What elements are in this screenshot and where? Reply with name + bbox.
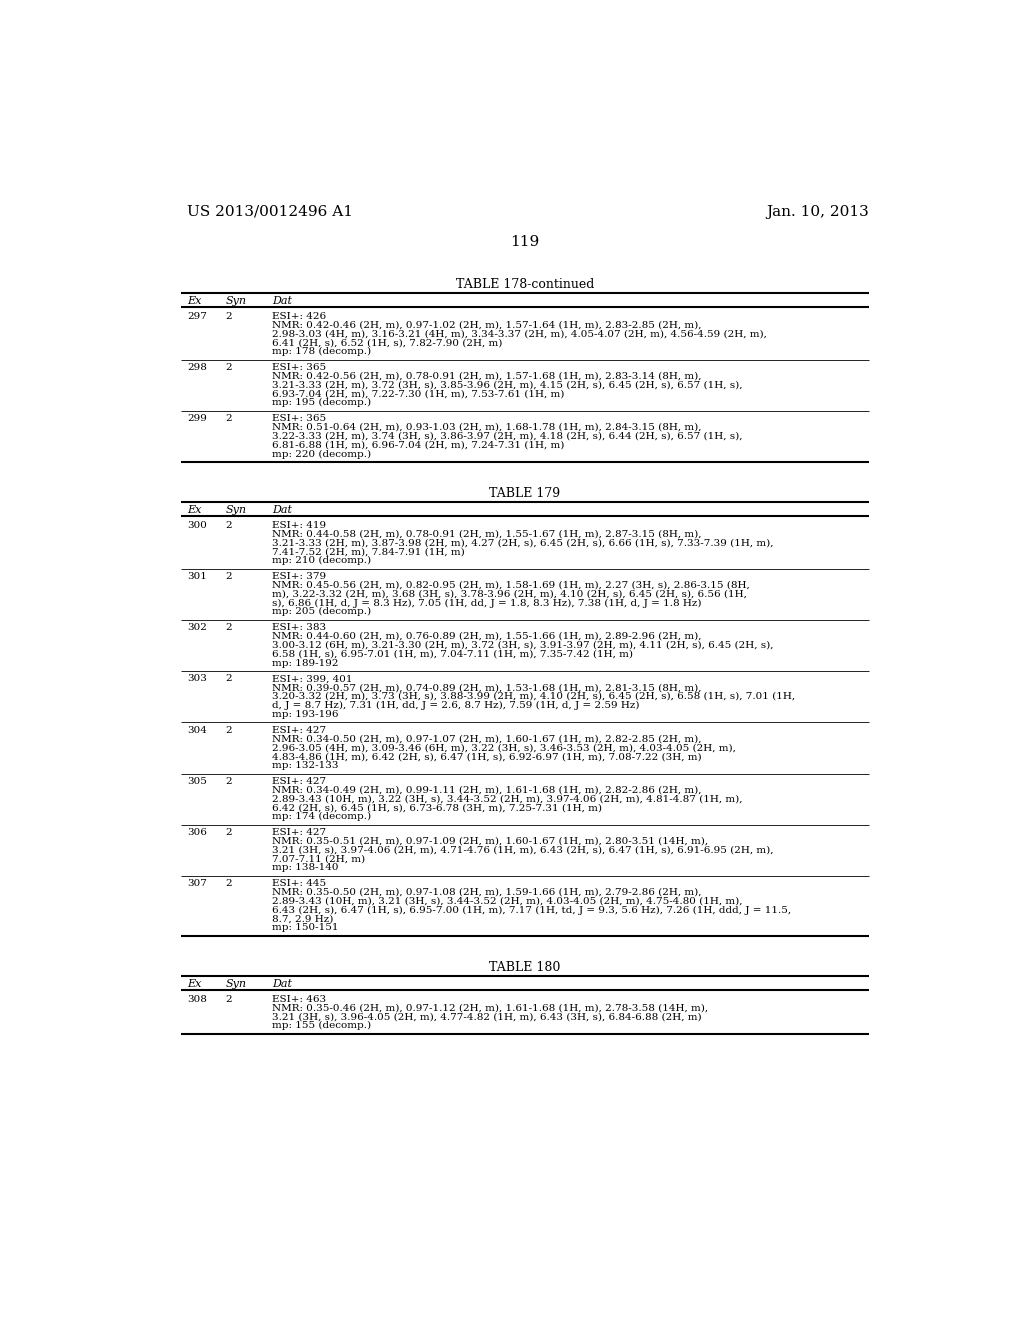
Text: s), 6.86 (1H, d, J = 8.3 Hz), 7.05 (1H, dd, J = 1.8, 8.3 Hz), 7.38 (1H, d, J = 1: s), 6.86 (1H, d, J = 8.3 Hz), 7.05 (1H, …	[272, 598, 701, 607]
Text: ESI+: 427: ESI+: 427	[272, 776, 327, 785]
Text: ESI+: 463: ESI+: 463	[272, 995, 327, 1003]
Text: NMR: 0.35-0.50 (2H, m), 0.97-1.08 (2H, m), 1.59-1.66 (1H, m), 2.79-2.86 (2H, m),: NMR: 0.35-0.50 (2H, m), 0.97-1.08 (2H, m…	[272, 888, 701, 898]
Text: ESI+: 427: ESI+: 427	[272, 828, 327, 837]
Text: Syn: Syn	[225, 506, 247, 515]
Text: m), 3.22-3.32 (2H, m), 3.68 (3H, s), 3.78-3.96 (2H, m), 4.10 (2H, s), 6.45 (2H, : m), 3.22-3.32 (2H, m), 3.68 (3H, s), 3.7…	[272, 590, 748, 598]
Text: NMR: 0.44-0.58 (2H, m), 0.78-0.91 (2H, m), 1.55-1.67 (1H, m), 2.87-3.15 (8H, m),: NMR: 0.44-0.58 (2H, m), 0.78-0.91 (2H, m…	[272, 529, 701, 539]
Text: 301: 301	[187, 572, 207, 581]
Text: 2: 2	[225, 623, 232, 632]
Text: Ex: Ex	[187, 296, 202, 306]
Text: 305: 305	[187, 776, 207, 785]
Text: 2: 2	[225, 572, 232, 581]
Text: NMR: 0.51-0.64 (2H, m), 0.93-1.03 (2H, m), 1.68-1.78 (1H, m), 2.84-3.15 (8H, m),: NMR: 0.51-0.64 (2H, m), 0.93-1.03 (2H, m…	[272, 422, 701, 432]
Text: 2: 2	[225, 363, 232, 372]
Text: mp: 220 (decomp.): mp: 220 (decomp.)	[272, 449, 372, 458]
Text: 2: 2	[225, 726, 232, 734]
Text: 2.89-3.43 (10H, m), 3.22 (3H, s), 3.44-3.52 (2H, m), 3.97-4.06 (2H, m), 4.81-4.8: 2.89-3.43 (10H, m), 3.22 (3H, s), 3.44-3…	[272, 795, 742, 804]
Text: 2.98-3.03 (4H, m), 3.16-3.21 (4H, m), 3.34-3.37 (2H, m), 4.05-4.07 (2H, m), 4.56: 2.98-3.03 (4H, m), 3.16-3.21 (4H, m), 3.…	[272, 330, 767, 338]
Text: NMR: 0.35-0.46 (2H, m), 0.97-1.12 (2H, m), 1.61-1.68 (1H, m), 2.78-3.58 (14H, m): NMR: 0.35-0.46 (2H, m), 0.97-1.12 (2H, m…	[272, 1003, 709, 1012]
Text: 3.22-3.33 (2H, m), 3.74 (3H, s), 3.86-3.97 (2H, m), 4.18 (2H, s), 6.44 (2H, s), : 3.22-3.33 (2H, m), 3.74 (3H, s), 3.86-3.…	[272, 432, 742, 441]
Text: 2.89-3.43 (10H, m), 3.21 (3H, s), 3.44-3.52 (2H, m), 4.03-4.05 (2H, m), 4.75-4.8: 2.89-3.43 (10H, m), 3.21 (3H, s), 3.44-3…	[272, 896, 742, 906]
Text: 3.21 (3H, s), 3.96-4.05 (2H, m), 4.77-4.82 (1H, m), 6.43 (3H, s), 6.84-6.88 (2H,: 3.21 (3H, s), 3.96-4.05 (2H, m), 4.77-4.…	[272, 1012, 701, 1022]
Text: Dat: Dat	[272, 506, 292, 515]
Text: ESI+: 426: ESI+: 426	[272, 312, 327, 321]
Text: mp: 178 (decomp.): mp: 178 (decomp.)	[272, 347, 372, 356]
Text: Dat: Dat	[272, 296, 292, 306]
Text: NMR: 0.34-0.50 (2H, m), 0.97-1.07 (2H, m), 1.60-1.67 (1H, m), 2.82-2.85 (2H, m),: NMR: 0.34-0.50 (2H, m), 0.97-1.07 (2H, m…	[272, 734, 701, 743]
Text: 8.7, 2.9 Hz): 8.7, 2.9 Hz)	[272, 915, 334, 924]
Text: ESI+: 399, 401: ESI+: 399, 401	[272, 675, 352, 684]
Text: ESI+: 365: ESI+: 365	[272, 414, 327, 422]
Text: 2: 2	[225, 312, 232, 321]
Text: 2: 2	[225, 995, 232, 1003]
Text: Dat: Dat	[272, 979, 292, 989]
Text: mp: 155 (decomp.): mp: 155 (decomp.)	[272, 1022, 372, 1031]
Text: ESI+: 427: ESI+: 427	[272, 726, 327, 734]
Text: 6.93-7.04 (2H, m), 7.22-7.30 (1H, m), 7.53-7.61 (1H, m): 6.93-7.04 (2H, m), 7.22-7.30 (1H, m), 7.…	[272, 389, 564, 399]
Text: 299: 299	[187, 414, 207, 422]
Text: 6.81-6.88 (1H, m), 6.96-7.04 (2H, m), 7.24-7.31 (1H, m): 6.81-6.88 (1H, m), 6.96-7.04 (2H, m), 7.…	[272, 441, 564, 450]
Text: NMR: 0.34-0.49 (2H, m), 0.99-1.11 (2H, m), 1.61-1.68 (1H, m), 2.82-2.86 (2H, m),: NMR: 0.34-0.49 (2H, m), 0.99-1.11 (2H, m…	[272, 785, 701, 795]
Text: TABLE 178-continued: TABLE 178-continued	[456, 277, 594, 290]
Text: Syn: Syn	[225, 296, 247, 306]
Text: mp: 205 (decomp.): mp: 205 (decomp.)	[272, 607, 372, 616]
Text: mp: 195 (decomp.): mp: 195 (decomp.)	[272, 399, 372, 408]
Text: Syn: Syn	[225, 979, 247, 989]
Text: d, J = 8.7 Hz), 7.31 (1H, dd, J = 2.6, 8.7 Hz), 7.59 (1H, d, J = 2.59 Hz): d, J = 8.7 Hz), 7.31 (1H, dd, J = 2.6, 8…	[272, 701, 640, 710]
Text: 304: 304	[187, 726, 207, 734]
Text: 2: 2	[225, 776, 232, 785]
Text: 2.96-3.05 (4H, m), 3.09-3.46 (6H, m), 3.22 (3H, s), 3.46-3.53 (2H, m), 4.03-4.05: 2.96-3.05 (4H, m), 3.09-3.46 (6H, m), 3.…	[272, 743, 736, 752]
Text: 3.21 (3H, s), 3.97-4.06 (2H, m), 4.71-4.76 (1H, m), 6.43 (2H, s), 6.47 (1H, s), : 3.21 (3H, s), 3.97-4.06 (2H, m), 4.71-4.…	[272, 846, 774, 854]
Text: 297: 297	[187, 312, 207, 321]
Text: 302: 302	[187, 623, 207, 632]
Text: ESI+: 383: ESI+: 383	[272, 623, 327, 632]
Text: 2: 2	[225, 879, 232, 888]
Text: 4.83-4.86 (1H, m), 6.42 (2H, s), 6.47 (1H, s), 6.92-6.97 (1H, m), 7.08-7.22 (3H,: 4.83-4.86 (1H, m), 6.42 (2H, s), 6.47 (1…	[272, 752, 701, 762]
Text: TABLE 179: TABLE 179	[489, 487, 560, 500]
Text: mp: 193-196: mp: 193-196	[272, 710, 339, 718]
Text: 307: 307	[187, 879, 207, 888]
Text: US 2013/0012496 A1: US 2013/0012496 A1	[187, 205, 353, 219]
Text: 2: 2	[225, 520, 232, 529]
Text: 2: 2	[225, 414, 232, 422]
Text: ESI+: 365: ESI+: 365	[272, 363, 327, 372]
Text: mp: 132-133: mp: 132-133	[272, 760, 339, 770]
Text: 6.58 (1H, s), 6.95-7.01 (1H, m), 7.04-7.11 (1H, m), 7.35-7.42 (1H, m): 6.58 (1H, s), 6.95-7.01 (1H, m), 7.04-7.…	[272, 649, 633, 659]
Text: Ex: Ex	[187, 506, 202, 515]
Text: NMR: 0.39-0.57 (2H, m), 0.74-0.89 (2H, m), 1.53-1.68 (1H, m), 2.81-3.15 (8H, m),: NMR: 0.39-0.57 (2H, m), 0.74-0.89 (2H, m…	[272, 684, 701, 692]
Text: 6.43 (2H, s), 6.47 (1H, s), 6.95-7.00 (1H, m), 7.17 (1H, td, J = 9.3, 5.6 Hz), 7: 6.43 (2H, s), 6.47 (1H, s), 6.95-7.00 (1…	[272, 906, 792, 915]
Text: mp: 138-140: mp: 138-140	[272, 863, 339, 873]
Text: 308: 308	[187, 995, 207, 1003]
Text: NMR: 0.35-0.51 (2H, m), 0.97-1.09 (2H, m), 1.60-1.67 (1H, m), 2.80-3.51 (14H, m): NMR: 0.35-0.51 (2H, m), 0.97-1.09 (2H, m…	[272, 837, 709, 846]
Text: NMR: 0.44-0.60 (2H, m), 0.76-0.89 (2H, m), 1.55-1.66 (1H, m), 2.89-2.96 (2H, m),: NMR: 0.44-0.60 (2H, m), 0.76-0.89 (2H, m…	[272, 632, 701, 642]
Text: mp: 174 (decomp.): mp: 174 (decomp.)	[272, 812, 372, 821]
Text: TABLE 180: TABLE 180	[489, 961, 560, 974]
Text: 6.42 (2H, s), 6.45 (1H, s), 6.73-6.78 (3H, m), 7.25-7.31 (1H, m): 6.42 (2H, s), 6.45 (1H, s), 6.73-6.78 (3…	[272, 804, 602, 812]
Text: NMR: 0.45-0.56 (2H, m), 0.82-0.95 (2H, m), 1.58-1.69 (1H, m), 2.27 (3H, s), 2.86: NMR: 0.45-0.56 (2H, m), 0.82-0.95 (2H, m…	[272, 581, 750, 590]
Text: ESI+: 419: ESI+: 419	[272, 520, 327, 529]
Text: mp: 150-151: mp: 150-151	[272, 924, 339, 932]
Text: 298: 298	[187, 363, 207, 372]
Text: 119: 119	[510, 235, 540, 249]
Text: 6.41 (2H, s), 6.52 (1H, s), 7.82-7.90 (2H, m): 6.41 (2H, s), 6.52 (1H, s), 7.82-7.90 (2…	[272, 338, 503, 347]
Text: mp: 210 (decomp.): mp: 210 (decomp.)	[272, 556, 372, 565]
Text: 2: 2	[225, 675, 232, 684]
Text: 3.00-3.12 (6H, m), 3.21-3.30 (2H, m), 3.72 (3H, s), 3.91-3.97 (2H, m), 4.11 (2H,: 3.00-3.12 (6H, m), 3.21-3.30 (2H, m), 3.…	[272, 640, 774, 649]
Text: ESI+: 379: ESI+: 379	[272, 572, 327, 581]
Text: Jan. 10, 2013: Jan. 10, 2013	[766, 205, 869, 219]
Text: NMR: 0.42-0.56 (2H, m), 0.78-0.91 (2H, m), 1.57-1.68 (1H, m), 2.83-3.14 (8H, m),: NMR: 0.42-0.56 (2H, m), 0.78-0.91 (2H, m…	[272, 372, 701, 380]
Text: 300: 300	[187, 520, 207, 529]
Text: mp: 189-192: mp: 189-192	[272, 659, 339, 668]
Text: Ex: Ex	[187, 979, 202, 989]
Text: 3.21-3.33 (2H, m), 3.72 (3H, s), 3.85-3.96 (2H, m), 4.15 (2H, s), 6.45 (2H, s), : 3.21-3.33 (2H, m), 3.72 (3H, s), 3.85-3.…	[272, 380, 742, 389]
Text: 2: 2	[225, 828, 232, 837]
Text: 3.21-3.33 (2H, m), 3.87-3.98 (2H, m), 4.27 (2H, s), 6.45 (2H, s), 6.66 (1H, s), : 3.21-3.33 (2H, m), 3.87-3.98 (2H, m), 4.…	[272, 539, 774, 548]
Text: 7.41-7.52 (2H, m), 7.84-7.91 (1H, m): 7.41-7.52 (2H, m), 7.84-7.91 (1H, m)	[272, 548, 465, 556]
Text: 303: 303	[187, 675, 207, 684]
Text: 3.20-3.32 (2H, m), 3.73 (3H, s), 3.88-3.99 (2H, m), 4.10 (2H, s), 6.45 (2H, s), : 3.20-3.32 (2H, m), 3.73 (3H, s), 3.88-3.…	[272, 692, 796, 701]
Text: ESI+: 445: ESI+: 445	[272, 879, 327, 888]
Text: NMR: 0.42-0.46 (2H, m), 0.97-1.02 (2H, m), 1.57-1.64 (1H, m), 2.83-2.85 (2H, m),: NMR: 0.42-0.46 (2H, m), 0.97-1.02 (2H, m…	[272, 321, 701, 330]
Text: 7.07-7.11 (2H, m): 7.07-7.11 (2H, m)	[272, 854, 366, 863]
Text: 306: 306	[187, 828, 207, 837]
